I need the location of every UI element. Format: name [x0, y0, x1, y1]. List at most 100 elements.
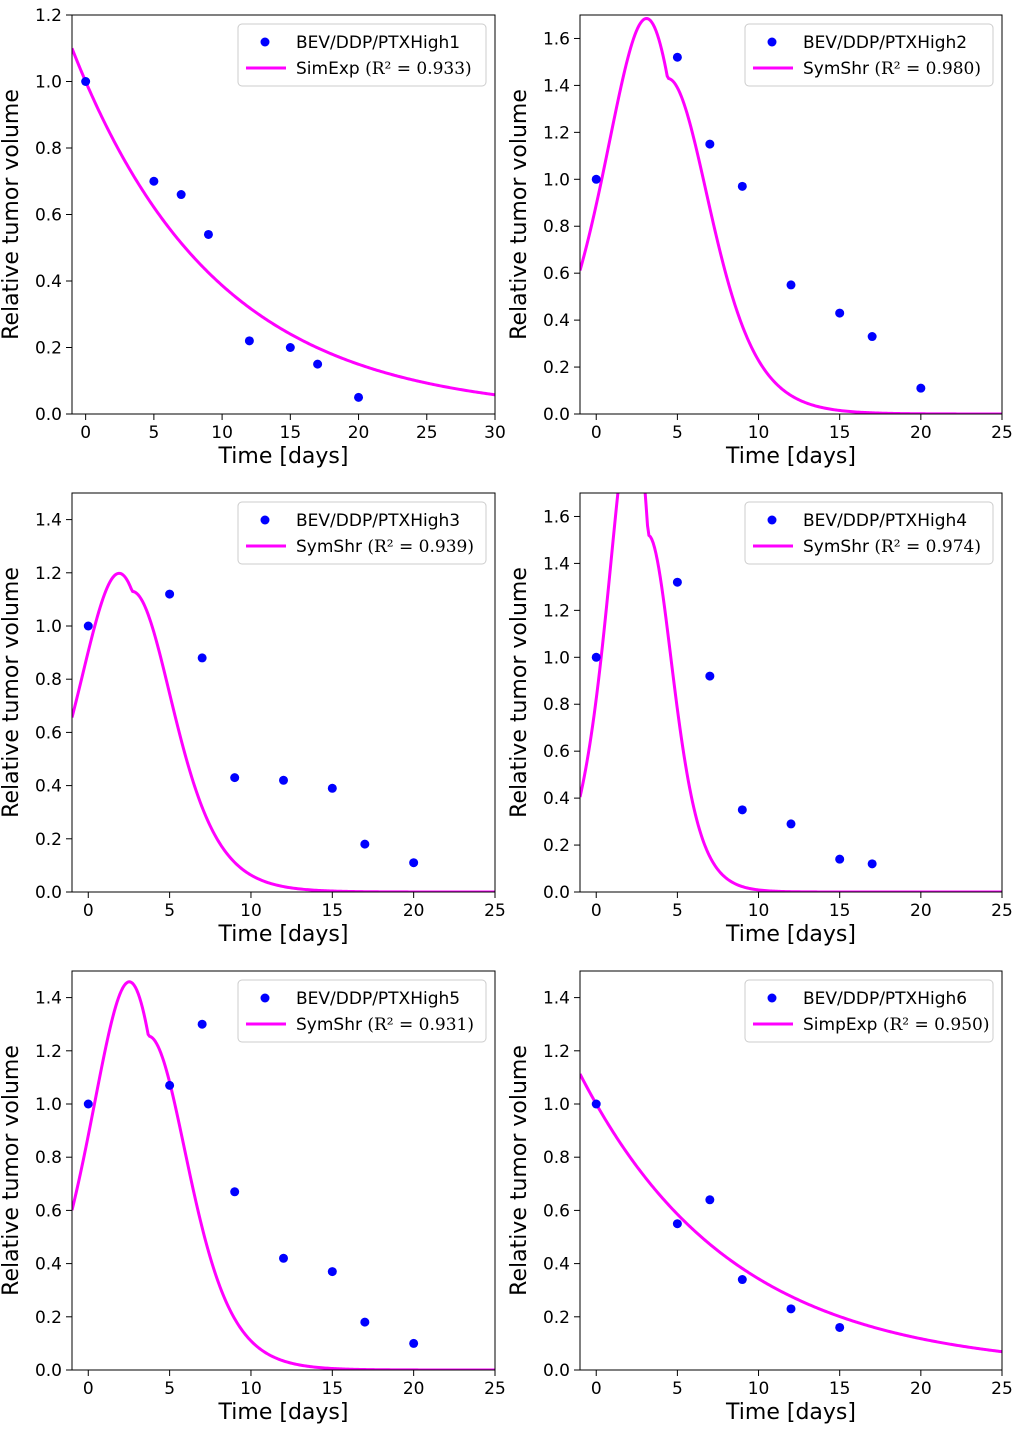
legend-data-marker — [260, 515, 270, 525]
y-tick-label: 1.4 — [35, 511, 62, 531]
x-tick-label: 0 — [83, 1379, 94, 1399]
data-point — [279, 775, 288, 785]
legend-fit-label: SymShr (R² = 0.974) — [803, 537, 981, 557]
y-tick-label: 0.8 — [35, 139, 62, 159]
legend-fit-label: SymShr (R² = 0.931) — [296, 1015, 474, 1035]
x-tick-label: 15 — [280, 423, 302, 443]
legend-box — [237, 979, 487, 1043]
data-point — [165, 589, 175, 599]
y-tick-label: 1.0 — [35, 73, 62, 93]
fit-model-name: SimExp — [296, 59, 365, 79]
data-point — [165, 1080, 175, 1090]
legend-data-marker — [260, 37, 270, 47]
data-point — [203, 229, 213, 239]
data-point — [835, 308, 845, 318]
y-tick-label: 0.0 — [543, 883, 570, 903]
y-tick-label: 0.2 — [35, 1308, 62, 1328]
data-point — [354, 392, 364, 402]
legend-data-marker — [767, 993, 777, 1003]
data-point — [672, 52, 682, 62]
y-tick-label: 0.6 — [35, 206, 62, 226]
legend-data-marker — [260, 993, 270, 1003]
x-tick-label: 25 — [991, 1379, 1013, 1399]
data-point — [867, 332, 877, 342]
data-point — [786, 280, 796, 290]
y-axis-title: Relative tumor volume — [507, 89, 532, 340]
data-point — [360, 839, 370, 849]
panel-3: 0 5 10 15 20 25 0.0 0.2 0.4 0.6 0.8 1.0 1.2 1.4 Time [… — [0, 492, 506, 947]
legend-fit-label: SymShr (R² = 0.939) — [296, 537, 474, 557]
data-point — [197, 653, 207, 663]
data-point — [409, 1338, 419, 1348]
x-tick-label: 30 — [484, 423, 506, 443]
data-point — [591, 174, 601, 184]
x-tick-label: 10 — [748, 901, 770, 921]
plot-frame — [71, 492, 496, 893]
fit-model-name: SymShr — [803, 59, 874, 79]
data-point — [83, 621, 93, 631]
x-tick-label: 10 — [211, 423, 233, 443]
data-point — [737, 805, 747, 815]
y-tick-label: 0.2 — [543, 1308, 570, 1328]
x-tick-label: 5 — [148, 423, 159, 443]
fit-r-squared: (R² = 0.950) — [883, 1015, 990, 1035]
data-point — [916, 383, 926, 393]
data-point — [705, 671, 715, 681]
y-tick-label: 0.0 — [35, 883, 62, 903]
plot-frame — [579, 14, 1003, 415]
data-point — [409, 858, 419, 868]
fit-model-name: SymShr — [296, 537, 367, 557]
x-axis-title: Time [days] — [218, 922, 349, 947]
y-tick-label: 1.2 — [543, 123, 570, 143]
data-point — [279, 1253, 288, 1263]
panel-4: 0 5 10 15 20 25 0.0 0.2 0.4 0.6 0.8 1.0 1.2 1.4 1.6 Tim… — [507, 492, 1013, 947]
x-tick-label: 5 — [672, 1379, 683, 1399]
y-tick-label: 1.6 — [543, 507, 570, 527]
y-tick-label: 1.2 — [543, 1042, 570, 1062]
legend: BEV/DDP/PTXHigh4 SymShr (R² = 0.974) — [744, 501, 994, 565]
panel-5: 0 5 10 15 20 25 0.0 0.2 0.4 0.6 0.8 1.0 1.2 1.4 Time [… — [0, 970, 506, 1425]
legend-data-label: BEV/DDP/PTXHigh3 — [296, 511, 460, 531]
y-tick-label: 1.6 — [543, 29, 570, 49]
y-tick-label: 0.4 — [543, 789, 570, 809]
data-point — [83, 1099, 93, 1109]
legend-box — [744, 23, 994, 87]
legend-fit-label: SymShr (R² = 0.980) — [803, 59, 981, 79]
y-tick-label: 0.8 — [35, 1148, 62, 1168]
y-tick-label: 0.0 — [35, 1361, 62, 1381]
y-tick-label: 0.8 — [35, 670, 62, 690]
y-tick-label: 0.4 — [35, 777, 62, 797]
fit-model-name: SymShr — [296, 1015, 367, 1035]
legend-data-marker — [767, 515, 777, 525]
panel-2: 0 5 10 15 20 25 0.0 0.2 0.4 0.6 0.8 1.0 1.2 1.4 1.6 Tim… — [507, 14, 1013, 469]
y-tick-label: 1.0 — [35, 1095, 62, 1115]
fit-line — [72, 571, 495, 892]
y-tick-label: 0.0 — [543, 1361, 570, 1381]
x-tick-label: 15 — [829, 1379, 851, 1399]
data-point — [737, 181, 747, 191]
x-axis-title: Time [days] — [218, 444, 349, 469]
data-point — [591, 652, 601, 662]
data-point — [176, 190, 186, 200]
y-tick-label: 1.2 — [35, 1042, 62, 1062]
x-tick-label: 0 — [591, 1379, 602, 1399]
data-point — [672, 577, 682, 587]
fit-line — [580, 1073, 1002, 1354]
data-point — [197, 1019, 207, 1029]
x-tick-label: 25 — [991, 901, 1013, 921]
legend: BEV/DDP/PTXHigh2 SymShr (R² = 0.980) — [744, 23, 994, 87]
legend-box — [237, 23, 487, 87]
data-point — [230, 1187, 240, 1197]
x-tick-label: 10 — [240, 901, 262, 921]
data-point — [705, 139, 715, 149]
fit-r-squared: (R² = 0.980) — [874, 59, 981, 79]
y-axis-title: Relative tumor volume — [507, 1045, 532, 1296]
panel-6: 0 5 10 15 20 25 0.0 0.2 0.4 0.6 0.8 1.0 1.2 1.4 Time [… — [507, 970, 1013, 1425]
x-tick-label: 20 — [910, 423, 932, 443]
x-tick-label: 15 — [829, 901, 851, 921]
legend: BEV/DDP/PTXHigh6 SimpExp (R² = 0.950) — [744, 979, 994, 1043]
y-tick-label: 0.2 — [543, 358, 570, 378]
x-tick-label: 20 — [910, 901, 932, 921]
x-tick-label: 0 — [591, 901, 602, 921]
